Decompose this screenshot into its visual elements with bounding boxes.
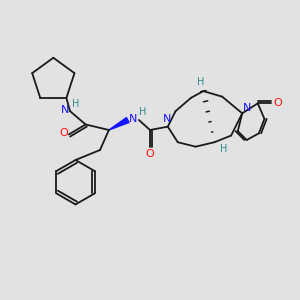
Text: N: N	[129, 114, 137, 124]
Text: O: O	[273, 98, 282, 108]
Text: O: O	[59, 128, 68, 138]
Text: N: N	[61, 105, 70, 115]
Text: H: H	[72, 99, 79, 110]
Text: H: H	[197, 77, 205, 87]
Text: O: O	[146, 149, 154, 159]
Text: N: N	[163, 114, 171, 124]
Text: H: H	[139, 107, 146, 117]
Text: H: H	[220, 144, 227, 154]
Polygon shape	[109, 118, 129, 130]
Text: N: N	[242, 103, 251, 113]
